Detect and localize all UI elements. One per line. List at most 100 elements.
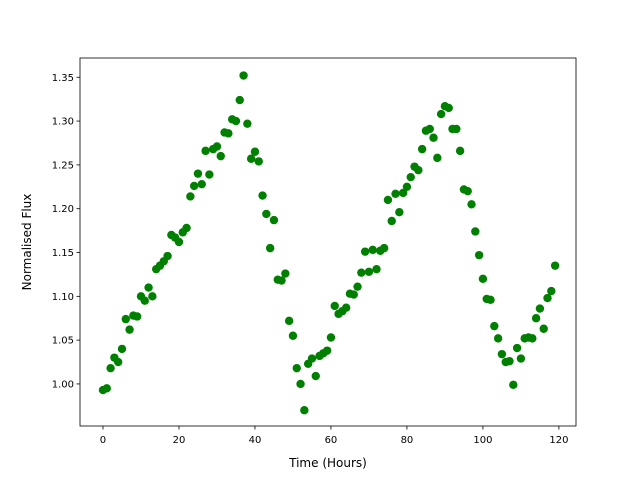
point: [349, 290, 358, 299]
point: [429, 133, 438, 142]
point: [414, 165, 423, 175]
point: [311, 371, 320, 381]
point: [132, 312, 142, 321]
point: [330, 301, 339, 311]
point: [505, 356, 514, 366]
point: [398, 188, 408, 198]
point: [277, 276, 286, 285]
point: [231, 116, 241, 126]
point: [509, 380, 518, 390]
point: [368, 245, 377, 255]
y-tick-label: 1.15: [52, 248, 74, 259]
point: [360, 247, 370, 256]
point: [455, 146, 465, 156]
y-tick-label: 1.25: [52, 160, 74, 171]
point: [300, 406, 309, 415]
axes-frame: [79, 57, 577, 427]
point: [254, 157, 263, 166]
point: [269, 215, 279, 225]
point: [250, 147, 260, 156]
point: [113, 357, 123, 367]
point: [516, 354, 526, 363]
point: [383, 195, 393, 205]
x-tick-label: 0: [100, 435, 106, 446]
point: [467, 200, 476, 209]
point: [148, 292, 157, 301]
point: [125, 325, 134, 334]
x-tick-label: 80: [401, 435, 414, 446]
point: [528, 334, 537, 343]
point: [117, 344, 127, 354]
point: [379, 243, 389, 253]
point: [444, 103, 453, 113]
x-tick-label: 40: [249, 435, 262, 446]
y-tick-label: 1.00: [52, 379, 74, 390]
point: [364, 267, 374, 276]
point: [262, 209, 271, 219]
point: [106, 363, 115, 373]
point: [307, 354, 317, 363]
point: [163, 251, 172, 261]
point: [265, 243, 275, 253]
point: [189, 181, 199, 191]
point: [550, 261, 560, 270]
point: [239, 71, 248, 80]
x-tick-label: 20: [173, 435, 186, 446]
point: [490, 321, 499, 331]
point: [246, 154, 256, 163]
point: [296, 379, 305, 389]
point: [406, 172, 415, 182]
point: [372, 264, 381, 274]
point: [357, 268, 366, 277]
y-tick-label: 1.10: [52, 292, 74, 303]
y-tick-label: 1.30: [52, 117, 74, 128]
point: [193, 169, 203, 178]
y-tick-label: 1.05: [52, 336, 74, 347]
point: [474, 250, 484, 260]
point: [512, 343, 522, 353]
point: [486, 295, 495, 305]
point: [243, 119, 252, 128]
point: [452, 124, 461, 134]
point: [531, 314, 541, 323]
point: [543, 293, 552, 303]
point: [235, 95, 244, 105]
point: [224, 129, 233, 138]
point: [140, 296, 149, 305]
point: [547, 286, 556, 296]
point: [205, 170, 214, 179]
point: [216, 151, 225, 161]
point: [258, 191, 267, 200]
point: [121, 314, 130, 324]
point: [402, 182, 412, 191]
point: [463, 186, 472, 196]
point: [493, 334, 503, 343]
y-tick-label: 1.35: [52, 73, 74, 84]
point: [539, 324, 548, 333]
y-axis-label: Normalised Flux: [20, 194, 34, 291]
point: [326, 333, 336, 342]
point: [284, 316, 294, 326]
point: [102, 384, 111, 393]
point: [201, 146, 210, 156]
x-tick-label: 120: [549, 435, 568, 446]
point: [433, 153, 442, 163]
point: [174, 237, 184, 247]
point: [197, 179, 206, 189]
point: [341, 303, 351, 312]
point: [288, 331, 298, 340]
x-tick-label: 60: [325, 435, 338, 446]
point: [144, 283, 153, 292]
point: [186, 192, 195, 201]
x-axis-label: Time (Hours): [288, 456, 367, 470]
point: [535, 304, 545, 313]
point: [391, 189, 400, 199]
point: [353, 282, 362, 291]
y-tick-label: 1.20: [52, 204, 74, 215]
point: [436, 109, 446, 119]
point: [212, 142, 222, 151]
point: [417, 144, 427, 154]
point: [471, 227, 480, 236]
